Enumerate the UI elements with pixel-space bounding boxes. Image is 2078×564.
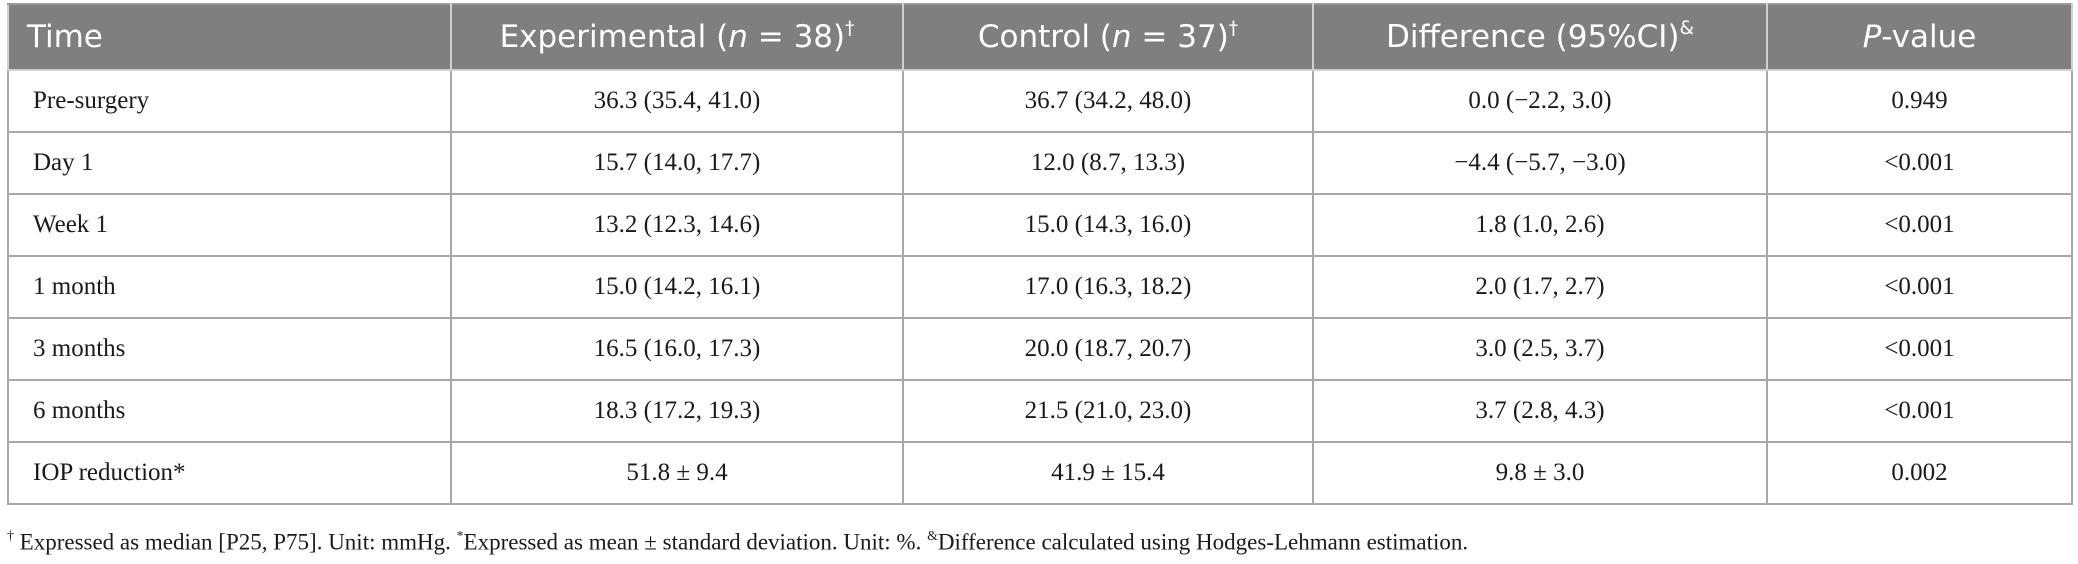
table-cell: 3.7 (2.8, 4.3) xyxy=(1312,379,1768,443)
table-body: Pre-surgery 36.3 (35.4, 41.0) 36.7 (34.2, … xyxy=(7,69,2073,505)
header-text: Time xyxy=(27,19,103,55)
table-cell: 0.0 (−2.2, 3.0) xyxy=(1312,69,1768,133)
table-row: Day 1 15.7 (14.0, 17.7) 12.0 (8.7, 13.3) −4… xyxy=(7,131,2073,195)
table-cell: 15.7 (14.0, 17.7) xyxy=(450,131,904,195)
table-cell: <0.001 xyxy=(1766,317,2073,381)
row-label: 6 months xyxy=(7,379,452,443)
table-cell: 15.0 (14.3, 16.0) xyxy=(902,193,1314,257)
row-label: 1 month xyxy=(7,255,452,319)
row-label: IOP reduction* xyxy=(7,441,452,505)
table-cell: 9.8 ± 3.0 xyxy=(1312,441,1768,505)
footnote-text: Difference calculated using Hodges-Lehma… xyxy=(937,529,1469,555)
table-row: 3 months 16.5 (16.0, 17.3) 20.0 (18.7, 20.… xyxy=(7,317,2073,381)
table-row: 6 months 18.3 (17.2, 19.3) 21.5 (21.0, 23.… xyxy=(7,379,2073,443)
footnote-mark: † xyxy=(7,528,14,543)
row-label: Day 1 xyxy=(7,131,452,195)
table-cell: 41.9 ± 15.4 xyxy=(902,441,1314,505)
table-cell: 0.002 xyxy=(1766,441,2073,505)
row-label: Pre-surgery xyxy=(7,69,452,133)
header-text: n xyxy=(1111,19,1132,56)
header-text: = 38) xyxy=(747,19,846,56)
table-cell: 13.2 (12.3, 14.6) xyxy=(450,193,904,257)
table-cell: <0.001 xyxy=(1766,379,2073,443)
table-cell: 21.5 (21.0, 23.0) xyxy=(902,379,1314,443)
table-cell: <0.001 xyxy=(1766,131,2073,195)
row-label: Week 1 xyxy=(7,193,452,257)
header-text: Experimental ( xyxy=(499,19,729,56)
header-text: P xyxy=(1862,19,1882,55)
header-cell: Time xyxy=(7,3,452,71)
footnote-mark: * xyxy=(456,528,464,543)
footnote-text: Expressed as mean ± standard deviation. … xyxy=(463,529,928,555)
table-cell: 17.0 (16.3, 18.2) xyxy=(902,255,1314,319)
header-cell: Difference (95%CI)& xyxy=(1312,3,1768,71)
header-row: Time Experimental (n = 38)† Control (n =… xyxy=(7,3,2073,71)
table-cell: <0.001 xyxy=(1766,193,2073,257)
header-text: n xyxy=(728,19,748,56)
table-cell: 16.5 (16.0, 17.3) xyxy=(450,317,904,381)
row-label: 3 months xyxy=(7,317,452,381)
table-cell: 36.3 (35.4, 41.0) xyxy=(450,69,904,133)
table-cell: <0.001 xyxy=(1766,255,2073,319)
header-cell: Experimental (n = 38)† xyxy=(450,3,904,71)
footnote-mark: & xyxy=(927,528,938,543)
table-row: 1 month 15.0 (14.2, 16.1) 17.0 (16.3, 18.2… xyxy=(7,255,2073,319)
table-cell: 0.949 xyxy=(1766,69,2073,133)
header-text: Control ( xyxy=(977,19,1112,56)
table-row: Pre-surgery 36.3 (35.4, 41.0) 36.7 (34.2, … xyxy=(7,69,2073,133)
table-cell: 15.0 (14.2, 16.1) xyxy=(450,255,904,319)
header-text: -value xyxy=(1881,19,1977,55)
table-row: Week 1 13.2 (12.3, 14.6) 15.0 (14.3, 16.0)… xyxy=(7,193,2073,257)
header-mark: & xyxy=(1679,18,1695,40)
footnote-text: Expressed as median [P25, P75]. Unit: mm… xyxy=(13,529,457,555)
table-cell: 12.0 (8.7, 13.3) xyxy=(902,131,1314,195)
table-cell: 2.0 (1.7, 2.7) xyxy=(1312,255,1768,319)
header-cell: Control (n = 37)† xyxy=(902,3,1314,71)
table-cell: −4.4 (−5.7, −3.0) xyxy=(1312,131,1768,195)
table-cell: 3.0 (2.5, 3.7) xyxy=(1312,317,1768,381)
header-mark: † xyxy=(1228,18,1239,40)
table-row: IOP reduction* 51.8 ± 9.4 41.9 ± 15.4 9.8 ±… xyxy=(7,441,2073,505)
table-cell: 18.3 (17.2, 19.3) xyxy=(450,379,904,443)
table-cell: 51.8 ± 9.4 xyxy=(450,441,904,505)
table-cell: 36.7 (34.2, 48.0) xyxy=(902,69,1314,133)
table-cell: 20.0 (18.7, 20.7) xyxy=(902,317,1314,381)
table-header: Time Experimental (n = 38)† Control (n =… xyxy=(7,3,2073,71)
header-cell: P-value xyxy=(1766,3,2073,71)
table-cell: 1.8 (1.0, 2.6) xyxy=(1312,193,1768,257)
footnote: † Expressed as median [P25, P75]. Unit: … xyxy=(7,528,1468,556)
header-text: = 37) xyxy=(1131,19,1229,56)
header-mark: † xyxy=(845,18,855,40)
data-table: Time Experimental (n = 38)† Control (n =… xyxy=(7,3,2073,505)
header-text: Difference (95%CI) xyxy=(1385,19,1680,56)
